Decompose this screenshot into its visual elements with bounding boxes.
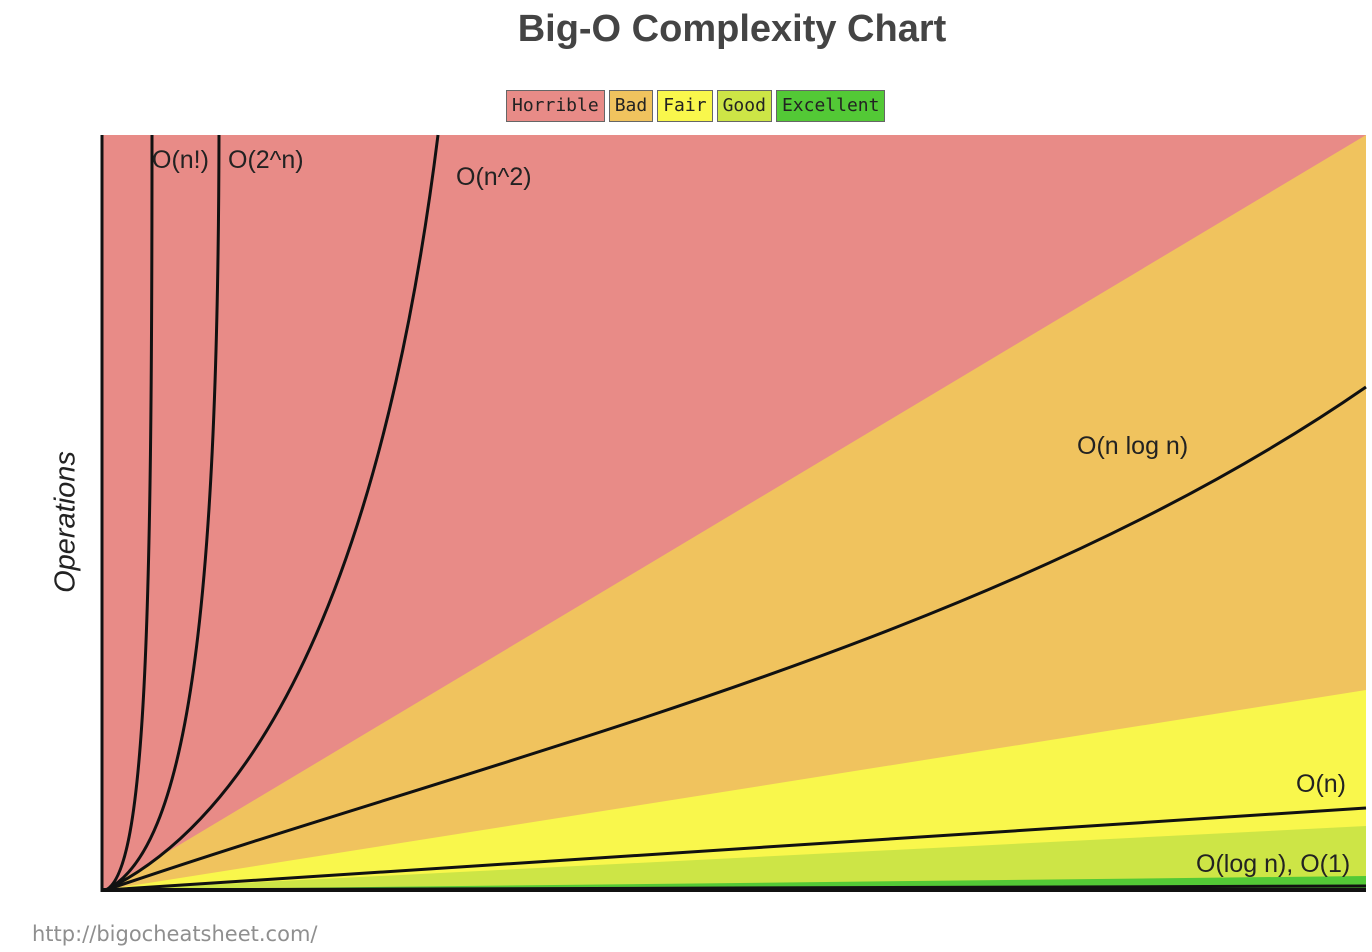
chart-regions [102,135,1366,890]
curve-label-exponential: O(2^n) [228,146,304,174]
legend-item-excellent: Excellent [775,90,886,122]
curve-factorial [105,134,154,892]
curve-label-nlogn: O(n log n) [1077,432,1188,460]
curve-exponential [105,134,221,892]
region-good [104,826,1366,890]
region-bad [104,135,1366,890]
legend: Horrible Bad Fair Good Excellent [506,90,886,122]
curve-nlogn [105,385,1367,892]
region-fair [104,690,1366,890]
curve-label-log-constant: O(log n), O(1) [1196,850,1350,878]
curve-quadratic [105,134,440,892]
curve-label-linear: O(n) [1296,770,1346,798]
chart-axes [100,135,1366,892]
legend-item-good: Good [716,90,772,122]
chart-curve-labels: O(n!) O(2^n) O(n^2) O(n log n) O(n) O(lo… [152,146,1350,878]
chart-title: Big-O Complexity Chart [517,8,947,50]
curve-label-factorial: O(n!) [152,146,209,174]
legend-item-bad: Bad [608,90,654,122]
legend-item-fair: Fair [657,90,713,122]
source-url: http://bigocheatsheet.com/ [32,922,318,946]
y-axis-label: Operations [49,451,82,593]
curve-label-quadratic: O(n^2) [456,163,532,191]
curve-linear [105,806,1367,892]
legend-item-horrible: Horrible [506,90,605,122]
